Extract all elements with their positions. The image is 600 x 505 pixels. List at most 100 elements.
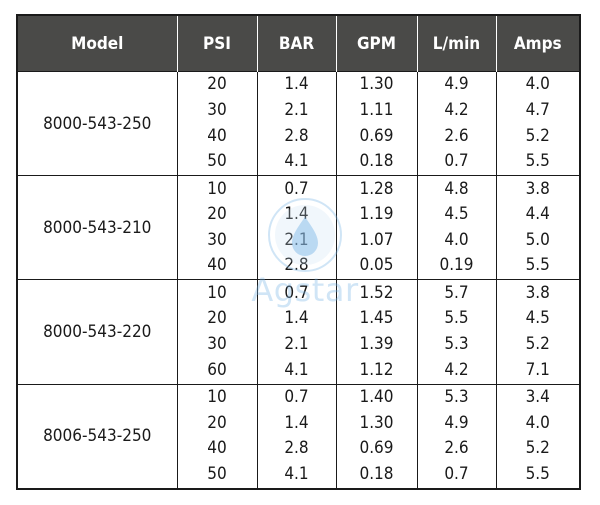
bar-value: 1.4 — [284, 412, 309, 433]
lmin-cell: 4.8 4.5 4.0 0.19 — [416, 175, 496, 280]
bar-value: 4.1 — [284, 151, 309, 172]
amps-value: 7.1 — [525, 359, 550, 380]
gpm-value: 1.11 — [359, 100, 394, 121]
lmin-value: 5.7 — [444, 282, 469, 303]
amps-value: 5.5 — [525, 151, 550, 172]
amps-value: 5.5 — [525, 463, 550, 484]
lmin-value: 4.9 — [444, 412, 469, 433]
model-cell: 8000-543-210 — [16, 175, 177, 280]
lmin-value: 0.7 — [444, 151, 469, 172]
lmin-value: 2.6 — [444, 125, 469, 146]
psi-value: 40 — [207, 125, 227, 146]
psi-value: 20 — [207, 204, 227, 225]
lmin-value: 4.5 — [444, 204, 469, 225]
lmin-value: 5.3 — [444, 334, 469, 355]
amps-value: 5.2 — [525, 334, 550, 355]
amps-value: 3.4 — [525, 387, 550, 408]
psi-value: 10 — [207, 178, 227, 199]
bar-value: 0.7 — [284, 387, 309, 408]
gpm-cell: 1.52 1.45 1.39 1.12 — [335, 279, 417, 385]
gpm-value: 1.52 — [359, 282, 394, 303]
bar-value: 2.1 — [284, 334, 309, 355]
bar-value: 1.4 — [284, 308, 309, 329]
gpm-value: 1.28 — [359, 178, 394, 199]
gpm-value: 0.05 — [359, 255, 394, 276]
psi-value: 30 — [207, 100, 227, 121]
amps-value: 4.4 — [525, 204, 550, 225]
amps-value: 5.2 — [525, 438, 550, 459]
psi-value: 40 — [207, 438, 227, 459]
gpm-cell: 1.30 1.11 0.69 0.18 — [335, 70, 417, 176]
bar-cell: 0.7 1.4 2.8 4.1 — [256, 383, 336, 489]
bar-value: 0.7 — [284, 178, 309, 199]
psi-value: 50 — [207, 463, 227, 484]
gpm-cell: 1.40 1.30 0.69 0.18 — [335, 383, 417, 489]
model-group-row: 8006-543-250 10 20 40 50 0.7 1.4 2.8 4.1… — [16, 383, 580, 489]
lmin-value: 4.0 — [444, 229, 469, 250]
psi-value: 60 — [207, 359, 227, 380]
bar-value: 1.4 — [284, 74, 309, 95]
lmin-value: 5.3 — [444, 387, 469, 408]
lmin-cell: 5.3 4.9 2.6 0.7 — [416, 383, 496, 489]
psi-cell: 10 20 30 60 — [176, 279, 257, 385]
gpm-value: 0.69 — [359, 125, 394, 146]
amps-value: 4.7 — [525, 100, 550, 121]
lmin-value: 4.8 — [444, 178, 469, 199]
bar-cell: 1.4 2.1 2.8 4.1 — [256, 70, 336, 176]
amps-value: 4.0 — [525, 412, 550, 433]
psi-value: 30 — [207, 334, 227, 355]
bar-value: 2.8 — [284, 255, 309, 276]
lmin-value: 4.2 — [444, 100, 469, 121]
amps-cell: 3.4 4.0 5.2 5.5 — [495, 383, 580, 489]
gpm-value: 1.12 — [359, 359, 394, 380]
bar-value: 4.1 — [284, 463, 309, 484]
lmin-value: 0.19 — [439, 255, 474, 276]
lmin-value: 2.6 — [444, 438, 469, 459]
lmin-cell: 5.7 5.5 5.3 4.2 — [416, 279, 496, 385]
psi-value: 20 — [207, 412, 227, 433]
amps-cell: 3.8 4.5 5.2 7.1 — [495, 279, 580, 385]
spec-table: Model PSI BAR GPM L/min Amps 8000-543-25… — [16, 14, 581, 490]
gpm-value: 0.69 — [359, 438, 394, 459]
bar-value: 2.8 — [284, 125, 309, 146]
amps-value: 5.5 — [525, 255, 550, 276]
lmin-value: 5.5 — [444, 308, 469, 329]
bar-value: 0.7 — [284, 282, 309, 303]
model-group-row: 8000-543-250 20 30 40 50 1.4 2.1 2.8 4.1… — [16, 70, 580, 176]
header-psi: PSI — [176, 15, 257, 72]
psi-value: 10 — [207, 387, 227, 408]
gpm-value: 0.18 — [359, 463, 394, 484]
psi-value: 20 — [207, 308, 227, 329]
amps-value: 5.2 — [525, 125, 550, 146]
lmin-value: 4.9 — [444, 74, 469, 95]
amps-value: 3.8 — [525, 178, 550, 199]
gpm-value: 1.45 — [359, 308, 394, 329]
bar-value: 1.4 — [284, 204, 309, 225]
psi-value: 30 — [207, 229, 227, 250]
psi-value: 10 — [207, 282, 227, 303]
amps-value: 5.0 — [525, 229, 550, 250]
gpm-value: 1.07 — [359, 229, 394, 250]
model-group-row: 8000-543-210 10 20 30 40 0.7 1.4 2.1 2.8… — [16, 175, 580, 280]
bar-cell: 0.7 1.4 2.1 4.1 — [256, 279, 336, 385]
gpm-value: 1.30 — [359, 74, 394, 95]
gpm-cell: 1.28 1.19 1.07 0.05 — [335, 175, 417, 280]
header-gpm: GPM — [335, 15, 417, 72]
amps-value: 4.0 — [525, 74, 550, 95]
amps-cell: 3.8 4.4 5.0 5.5 — [495, 175, 580, 280]
model-cell: 8000-543-220 — [16, 279, 177, 385]
header-row: Model PSI BAR GPM L/min Amps — [17, 15, 580, 72]
psi-cell: 20 30 40 50 — [176, 70, 257, 176]
bar-cell: 0.7 1.4 2.1 2.8 — [256, 175, 336, 280]
lmin-cell: 4.9 4.2 2.6 0.7 — [416, 70, 496, 176]
psi-cell: 10 20 40 50 — [176, 383, 257, 489]
bar-value: 2.8 — [284, 438, 309, 459]
lmin-value: 0.7 — [444, 463, 469, 484]
header-bar: BAR — [256, 15, 336, 72]
model-cell: 8000-543-250 — [16, 70, 177, 176]
header-lmin: L/min — [416, 15, 496, 72]
psi-value: 40 — [207, 255, 227, 276]
gpm-value: 1.30 — [359, 412, 394, 433]
bar-value: 4.1 — [284, 359, 309, 380]
gpm-value: 1.19 — [359, 204, 394, 225]
